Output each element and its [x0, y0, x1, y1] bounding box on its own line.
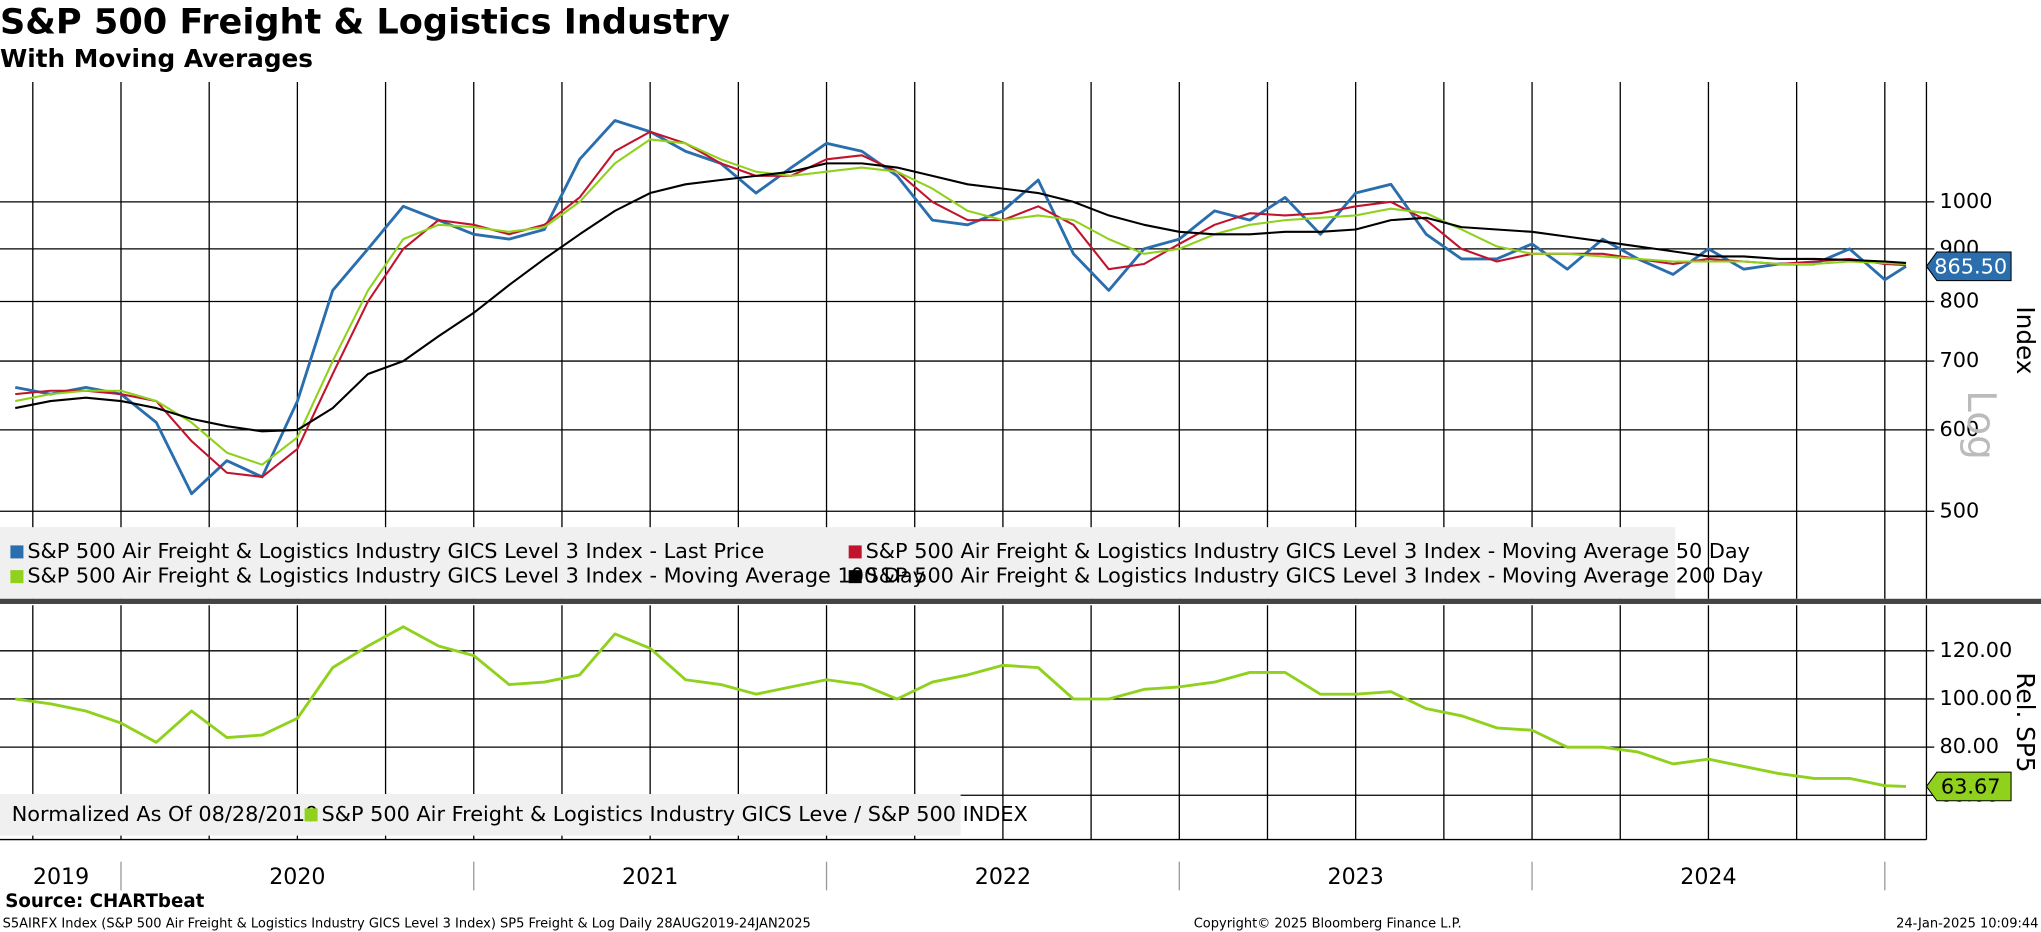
legend-box	[0, 527, 1676, 599]
last-value-label: 865.50	[1934, 255, 2007, 279]
footer-center: Copyright© 2025 Bloomberg Finance L.P.	[1194, 917, 1462, 932]
legend-label: S&P 500 Air Freight & Logistics Industry…	[866, 539, 1750, 563]
x-tick-label: 2019	[33, 864, 89, 890]
y-tick-label: 120.00	[1939, 638, 2012, 662]
legend-label: S&P 500 Air Freight & Logistics Industry…	[866, 564, 1764, 588]
legend-swatch	[848, 570, 862, 584]
y-tick-label: 1000	[1939, 189, 1992, 213]
scale-label: Log	[1958, 390, 2003, 460]
legend-swatch	[304, 808, 318, 822]
chart-title: S&P 500 Freight & Logistics Industry	[0, 1, 730, 42]
x-tick-label: 2023	[1328, 864, 1384, 890]
legend-box	[0, 794, 961, 836]
legend-label: S&P 500 Air Freight & Logistics Industry…	[27, 564, 925, 588]
footer-left: S5AIRFX Index (S&P 500 Air Freight & Log…	[3, 917, 811, 932]
y-axis-title: Index	[2011, 306, 2040, 374]
x-tick-label: 2020	[269, 864, 325, 890]
series-line	[14, 119, 1907, 496]
panel-divider	[0, 598, 2041, 604]
legend-swatch	[10, 570, 24, 584]
x-tick-label: 2021	[622, 864, 678, 890]
legend-label: S&P 500 Air Freight & Logistics Industry…	[27, 539, 764, 563]
y-tick-label: 800	[1939, 288, 1979, 312]
legend-label: S&P 500 Air Freight & Logistics Industry…	[322, 802, 1028, 826]
chart-subtitle: With Moving Averages	[0, 44, 313, 73]
y-tick-label: 80.00	[1939, 734, 1999, 758]
legend-swatch	[848, 545, 862, 559]
last-value-badge	[1925, 771, 2012, 802]
y-axis-title: Rel. SP5	[2011, 672, 2040, 772]
source: Source: CHARTbeat	[5, 891, 204, 912]
series-line	[15, 130, 1907, 478]
series-line	[15, 162, 1907, 433]
y-tick-label: 500	[1939, 498, 1979, 522]
series-line	[15, 625, 1907, 788]
footer-right: 24-Jan-2025 10:09:44	[1896, 917, 2038, 932]
legend-note: Normalized As Of 08/28/2019	[12, 802, 319, 826]
legend-swatch	[10, 545, 24, 559]
last-value-badge	[1925, 251, 2012, 282]
y-tick-label: 100.00	[1939, 686, 2012, 710]
y-tick-label: 700	[1939, 348, 1979, 372]
y-tick-label: 600	[1939, 417, 1979, 441]
series-line	[15, 138, 1907, 466]
last-value-label: 63.67	[1941, 775, 2001, 799]
x-tick-label: 2024	[1680, 864, 1736, 890]
x-tick-label: 2022	[975, 864, 1031, 890]
